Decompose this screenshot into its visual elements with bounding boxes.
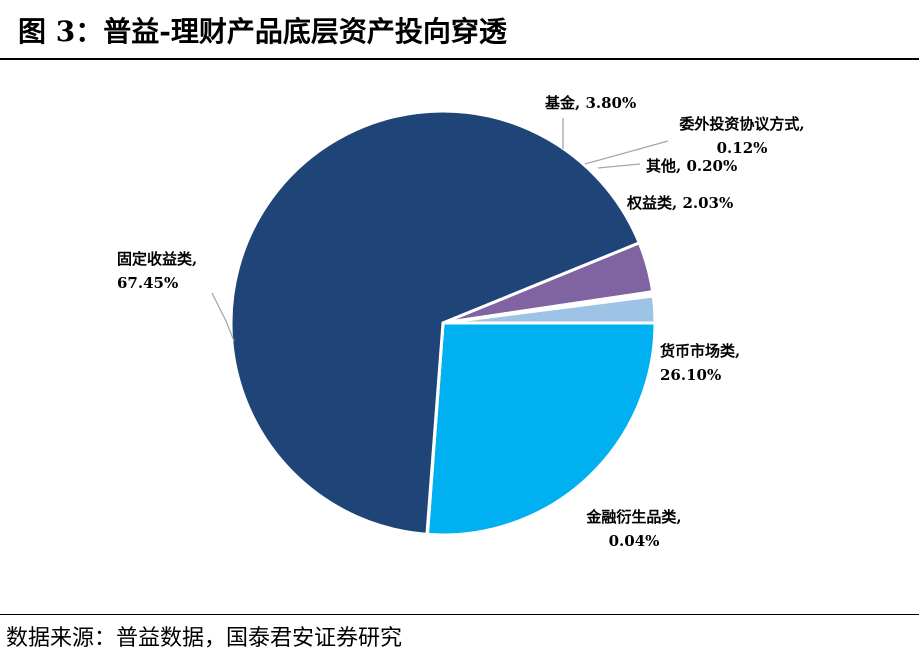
data-label-name-4: 委外投资协议方式, (679, 115, 804, 133)
leader-line-2 (211, 292, 235, 342)
source-rule (0, 614, 919, 615)
data-label-name-1: 金融衍生品类, (585, 508, 681, 526)
data-label-name-2: 固定收益类, (117, 250, 197, 268)
leader-line-4 (584, 140, 669, 165)
source-note: 数据来源：普益数据，国泰君安证券研究 (6, 626, 403, 651)
pie-slice-6 (441, 294, 657, 325)
data-label-0: 货币市场类, 26.10% (660, 342, 740, 384)
chart-title: 图 3：普益-理财产品底层资产投向穿透 (18, 15, 507, 48)
data-label-4: 委外投资协议方式, 0.12% (679, 115, 804, 157)
title-rule (0, 58, 919, 60)
data-label-2: 固定收益类, 67.45% (117, 250, 197, 292)
data-label-5: 其他, 0.20% (646, 157, 737, 175)
data-label-value-1: 0.04% (609, 532, 660, 550)
data-label-6: 权益类, 2.03% (626, 194, 733, 212)
leader-line-5 (597, 163, 641, 169)
data-label-value-4: 0.12% (717, 139, 768, 157)
data-label-value-2: 67.45% (117, 274, 178, 292)
data-label-name-0: 货币市场类, (660, 342, 740, 360)
pie-slice-2 (229, 109, 641, 536)
pie-slice-0 (425, 321, 657, 537)
data-label-3: 基金, 3.80% (544, 94, 636, 112)
pie-chart: 货币市场类, 26.10% 金融衍生品类, 0.04% 固定收益类, 67.45% 基金, … (117, 94, 805, 550)
data-label-value-0: 26.10% (660, 366, 721, 384)
data-label-1: 金融衍生品类, 0.04% (585, 508, 681, 550)
